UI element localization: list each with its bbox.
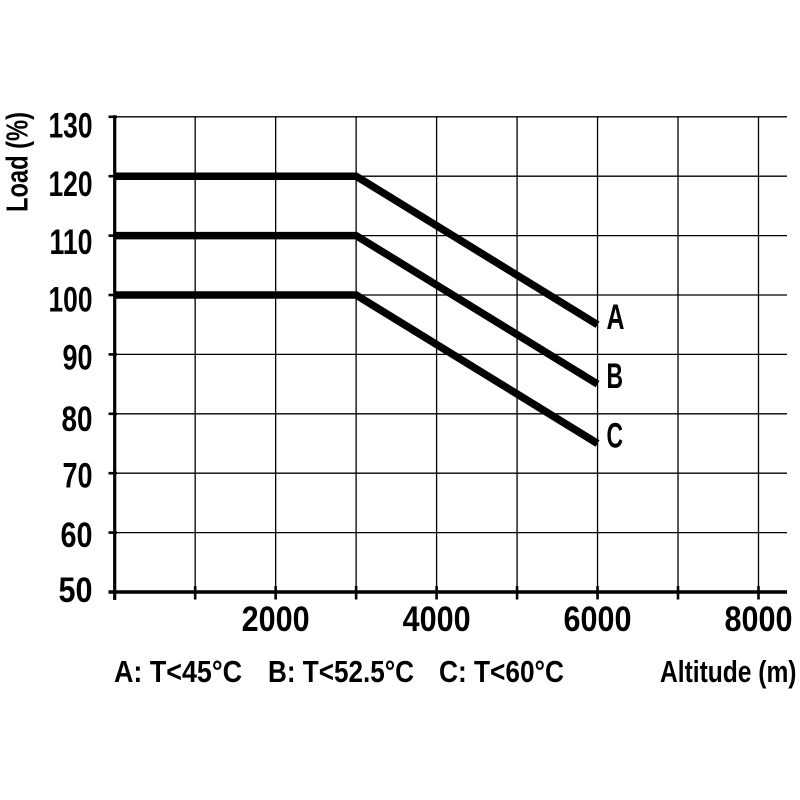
curve-A (114, 172, 600, 328)
axis-ticks (108, 115, 760, 600)
x-tick-label: 2000 (242, 600, 310, 639)
legend-item-A: A: T<45°C (114, 654, 242, 689)
x-tick-label: 8000 (724, 600, 792, 639)
curve-C (114, 291, 600, 447)
legend-item-B: B: T<52.5°C (268, 654, 414, 689)
y-tick-label: 80 (62, 400, 93, 439)
y-tick-label: 90 (63, 339, 93, 378)
curve-label-C: C (607, 417, 624, 456)
y-tick-label: 60 (61, 516, 93, 555)
x-axis-title: Altitude (m) (660, 654, 797, 689)
tick-labels: 130 120 110 100 90 80 70 60 50 2000 4000 6000 8000 (48, 106, 793, 639)
y-tick-label: 120 (49, 165, 93, 204)
curves (114, 172, 600, 447)
x-tick-label: 6000 (564, 600, 632, 639)
curve-label-A: A (607, 298, 625, 337)
y-tick-label: 50 (59, 571, 93, 610)
y-axis-title: Load (%) (0, 112, 35, 212)
x-tick-label: 4000 (403, 600, 471, 639)
y-tick-label: 100 (49, 281, 93, 320)
curve-label-B: B (607, 357, 624, 396)
y-tick-label: 110 (50, 223, 93, 262)
legend: A: T<45°C B: T<52.5°C C: T<60°C (114, 653, 565, 689)
axes (108, 115, 787, 600)
y-tick-label: 70 (63, 456, 93, 495)
legend-item-C: C: T<60°C (439, 654, 564, 689)
curve-B (114, 231, 600, 388)
curve-labels: ABC (606, 297, 625, 456)
y-tick-label: 130 (49, 106, 93, 145)
